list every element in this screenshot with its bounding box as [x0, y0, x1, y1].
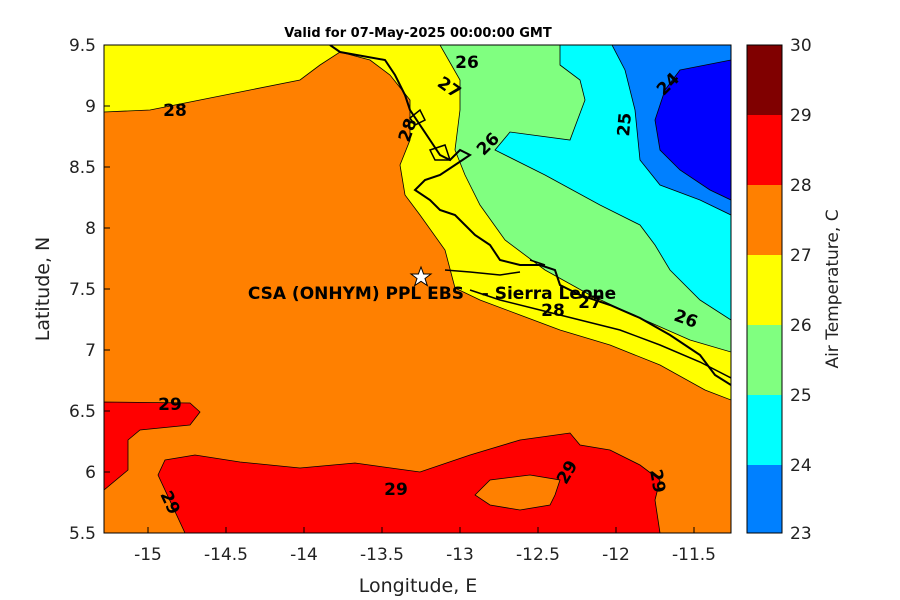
contour-label-29-west: 29 — [158, 395, 182, 415]
x-tick-label: -12 — [602, 545, 630, 565]
colorbar-tick-label: 26 — [790, 316, 812, 336]
map-title: Valid for 07-May-2025 00:00:00 GMT — [284, 26, 552, 41]
x-tick-label: -12.5 — [516, 545, 560, 565]
site-label: CSA (ONHYM) PPL EBS - Sierra Leone — [248, 284, 616, 304]
site-star-icon — [409, 265, 433, 287]
y-tick-label: 6.5 — [69, 402, 96, 422]
temp-band-23 — [654, 59, 731, 201]
colorbar-band-27-28 — [747, 185, 782, 255]
colorbar-band-24-25 — [747, 395, 782, 465]
colorbar-tick-label: 27 — [790, 246, 812, 266]
x-tick-label: -13 — [446, 545, 474, 565]
y-tick-label: 5.5 — [69, 524, 96, 544]
y-axis-label: Latitude, N — [32, 237, 54, 342]
x-axis: -15 -14.5 -14 -13.5 -13 -12.5 -12 -11.5 — [134, 527, 716, 565]
coastline — [329, 45, 731, 386]
x-tick-label: -13.5 — [360, 545, 404, 565]
y-tick-label: 8.5 — [69, 158, 96, 178]
colorbar-tick-label: 28 — [790, 176, 812, 196]
y-tick-label: 7.5 — [69, 280, 96, 300]
contour-label-28-south-coast: 28 — [541, 301, 565, 321]
contour-label-26-north: 26 — [455, 53, 479, 73]
y-tick-label: 7 — [85, 341, 96, 361]
colorbar-tick-label: 29 — [790, 106, 812, 126]
temp-band-29 — [104, 401, 201, 491]
colorbar-tick-label: 30 — [790, 36, 812, 56]
contour-label-28-north: 28 — [163, 101, 187, 121]
contour-label-29-east: 29 — [645, 468, 669, 495]
y-tick-label: 9.5 — [69, 36, 96, 56]
contour-label-27-south-coast: 27 — [578, 293, 602, 313]
x-tick-label: -11.5 — [672, 545, 716, 565]
y-axis: 9.5 9 8.5 8 7.5 7 6.5 6 5.5 — [69, 36, 110, 544]
y-tick-label: 6 — [85, 463, 96, 483]
y-tick-label: 9 — [85, 97, 96, 117]
colorbar-tick-label: 25 — [790, 386, 812, 406]
x-tick-label: -15 — [134, 545, 162, 565]
colorbar-band-26-27 — [747, 255, 782, 325]
contour-label-29-south: 29 — [384, 480, 408, 500]
colorbar: 30 29 28 27 26 25 24 23 Air Temperature,… — [746, 36, 843, 544]
colorbar-band-23-24 — [747, 465, 782, 533]
colorbar-frame — [746, 44, 783, 534]
colorbar-label: Air Temperature, C — [823, 209, 843, 368]
colorbar-tick-label: 23 — [790, 524, 812, 544]
map-plot-area: 28 26 27 28 26 25 24 28 27 26 29 29 29 2… — [104, 45, 731, 533]
colorbar-band-25-26 — [747, 325, 782, 395]
temp-band-28-pocket — [474, 474, 561, 511]
coastline-islands — [408, 108, 731, 379]
colorbar-band-28-29 — [747, 115, 782, 185]
x-tick-label: -14.5 — [204, 545, 248, 565]
contour-label-25: 25 — [614, 112, 636, 137]
x-tick-label: -14 — [290, 545, 318, 565]
colorbar-tick-label: 24 — [790, 456, 812, 476]
temp-band-29-south — [157, 432, 661, 533]
x-axis-label: Longitude, E — [359, 575, 478, 597]
y-tick-label: 8 — [85, 219, 96, 239]
colorbar-band-29-30 — [747, 45, 782, 115]
